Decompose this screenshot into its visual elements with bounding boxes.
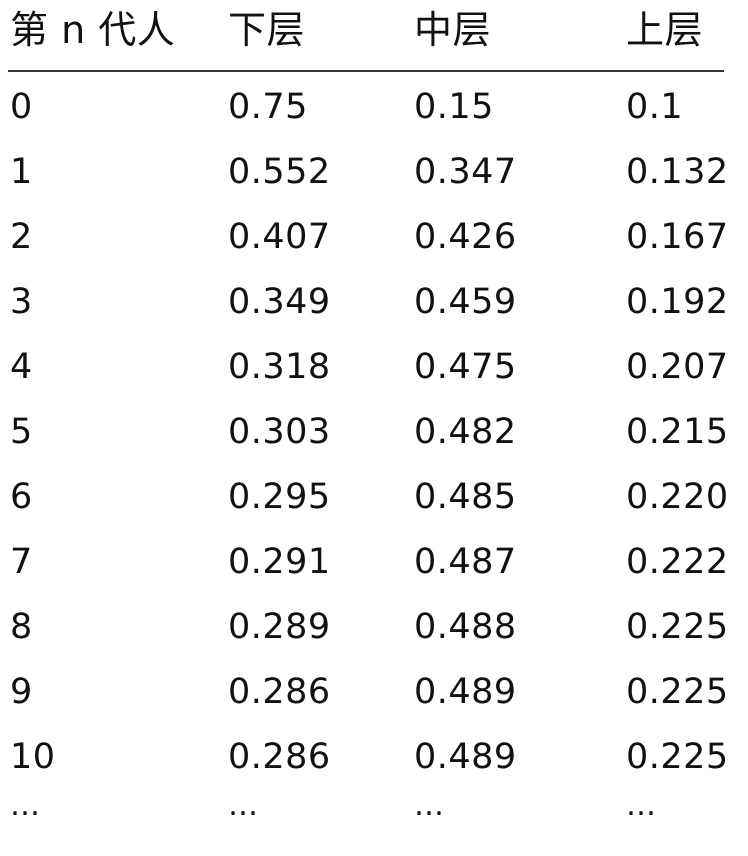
cell-generation: 10: [10, 736, 56, 777]
table-row-ellipsis: … … … …: [0, 789, 748, 854]
cell-middle: 0.482: [414, 411, 517, 452]
cell-lower: 0.303: [228, 411, 331, 452]
cell-generation: 2: [10, 216, 33, 257]
cell-generation: 9: [10, 671, 33, 712]
cell-lower: 0.349: [228, 281, 331, 322]
table-row: 9 0.286 0.489 0.225: [0, 659, 748, 724]
cell-upper: 0.220: [626, 476, 729, 517]
cell-middle: 0.475: [414, 346, 517, 387]
cell-upper: 0.192: [626, 281, 729, 322]
cell-upper: 0.225: [626, 606, 729, 647]
table-row: 3 0.349 0.459 0.192: [0, 269, 748, 334]
cell-generation: 3: [10, 281, 33, 322]
cell-generation: 7: [10, 541, 33, 582]
ellipsis-lower: …: [228, 788, 260, 823]
cell-lower: 0.318: [228, 346, 331, 387]
cell-generation: 0: [10, 86, 33, 127]
cell-upper: 0.132: [626, 151, 729, 192]
cell-lower: 0.295: [228, 476, 331, 517]
table-header-row: 第 n 代人 下层 中层 上层: [0, 0, 748, 64]
generation-class-table: 第 n 代人 下层 中层 上层 0 0.75 0.15 0.1 1 0.552 …: [0, 0, 748, 821]
cell-lower: 0.286: [228, 671, 331, 712]
cell-upper: 0.207: [626, 346, 729, 387]
header-lower-class: 下层: [228, 7, 306, 52]
table-row: 4 0.318 0.475 0.207: [0, 334, 748, 399]
table-row: 6 0.295 0.485 0.220: [0, 464, 748, 529]
table-row: 0 0.75 0.15 0.1: [0, 74, 748, 139]
cell-generation: 4: [10, 346, 33, 387]
table-row: 8 0.289 0.488 0.225: [0, 594, 748, 659]
cell-lower: 0.407: [228, 216, 331, 257]
cell-lower: 0.286: [228, 736, 331, 777]
table-row: 5 0.303 0.482 0.215: [0, 399, 748, 464]
cell-middle: 0.459: [414, 281, 517, 322]
cell-middle: 0.347: [414, 151, 517, 192]
header-generation: 第 n 代人: [10, 7, 176, 52]
table-row: 2 0.407 0.426 0.167: [0, 204, 748, 269]
cell-middle: 0.15: [414, 86, 494, 127]
cell-lower: 0.75: [228, 86, 308, 127]
ellipsis-upper: …: [626, 788, 658, 823]
cell-middle: 0.488: [414, 606, 517, 647]
cell-upper: 0.167: [626, 216, 729, 257]
cell-lower: 0.291: [228, 541, 331, 582]
cell-generation: 1: [10, 151, 33, 192]
cell-middle: 0.426: [414, 216, 517, 257]
cell-middle: 0.489: [414, 736, 517, 777]
cell-generation: 8: [10, 606, 33, 647]
cell-lower: 0.289: [228, 606, 331, 647]
cell-upper: 0.222: [626, 541, 729, 582]
ellipsis-generation: …: [10, 788, 42, 823]
header-divider: [8, 70, 724, 72]
cell-middle: 0.487: [414, 541, 517, 582]
table-row: 1 0.552 0.347 0.132: [0, 139, 748, 204]
cell-upper: 0.1: [626, 86, 684, 127]
table-row: 10 0.286 0.489 0.225: [0, 724, 748, 789]
cell-upper: 0.225: [626, 671, 729, 712]
cell-upper: 0.225: [626, 736, 729, 777]
header-upper-class: 上层: [626, 7, 704, 52]
table-row: 7 0.291 0.487 0.222: [0, 529, 748, 594]
table-body: 0 0.75 0.15 0.1 1 0.552 0.347 0.132 2 0.…: [0, 74, 748, 854]
cell-middle: 0.489: [414, 671, 517, 712]
cell-middle: 0.485: [414, 476, 517, 517]
ellipsis-middle: …: [414, 788, 446, 823]
cell-upper: 0.215: [626, 411, 729, 452]
cell-generation: 5: [10, 411, 33, 452]
cell-lower: 0.552: [228, 151, 331, 192]
cell-generation: 6: [10, 476, 33, 517]
header-middle-class: 中层: [414, 7, 492, 52]
